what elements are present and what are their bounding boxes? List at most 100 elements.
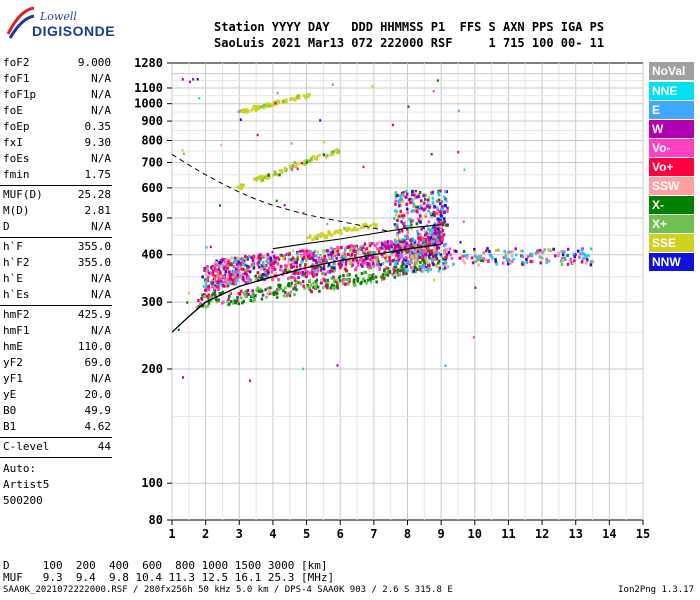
o-trace-echo xyxy=(256,276,260,280)
second-hop-echo xyxy=(305,160,308,164)
o-trace-echo xyxy=(287,262,290,266)
spread-echo xyxy=(507,258,511,262)
spread-echo xyxy=(506,262,510,266)
o-trace-echo xyxy=(271,278,275,282)
second-hop-echo xyxy=(303,159,307,163)
o-trace-echo xyxy=(434,227,438,231)
o-trace-echo xyxy=(400,238,404,242)
sse-echo xyxy=(318,234,321,238)
cluster-echo xyxy=(435,257,439,261)
cluster-echo xyxy=(412,203,416,207)
cluster-echo xyxy=(428,252,432,256)
spread-echo xyxy=(494,258,497,262)
cluster-echo xyxy=(442,217,446,221)
spread-echo xyxy=(445,253,449,257)
o-trace-echo xyxy=(260,267,263,271)
o-trace-echo xyxy=(300,254,303,258)
x-trace-echo xyxy=(201,304,204,308)
x-trace-echo xyxy=(332,283,336,287)
stray-echo xyxy=(198,96,201,100)
x-trace-echo xyxy=(289,284,293,288)
x-trace-echo xyxy=(333,286,337,290)
o-trace-echo xyxy=(240,258,244,262)
x-trace-echo xyxy=(279,287,283,291)
stray-echo xyxy=(433,278,436,282)
o-trace-echo xyxy=(226,281,229,285)
o-trace-echo xyxy=(316,250,319,254)
second-hop-echo xyxy=(331,152,334,156)
stray-echo xyxy=(276,91,279,95)
sse-echo xyxy=(365,224,369,228)
o-trace-echo xyxy=(266,253,270,257)
third-hop-echo xyxy=(293,98,297,102)
o-trace-echo xyxy=(281,269,284,273)
x-trace-echo xyxy=(210,293,214,297)
o-trace-echo xyxy=(266,256,270,260)
stray-echo xyxy=(326,222,329,226)
o-trace-echo xyxy=(235,263,239,267)
o-trace-echo xyxy=(409,238,412,242)
o-trace-echo xyxy=(362,258,365,262)
o-trace-echo xyxy=(213,267,216,271)
x-trace-echo xyxy=(346,273,349,277)
digisonde-logo: Lowell DIGISONDE xyxy=(4,6,154,46)
stray-echo xyxy=(218,204,221,207)
param-value: 0.35 xyxy=(84,120,112,133)
cluster-echo xyxy=(428,203,432,207)
param-clevel: C-level 44 xyxy=(3,440,111,456)
o-trace-echo xyxy=(204,278,207,282)
param-name: M(D) xyxy=(3,204,30,217)
param-value: N/A xyxy=(91,152,111,165)
o-trace-echo xyxy=(283,254,286,258)
o-trace-echo xyxy=(272,254,276,258)
y-tick-label: 200 xyxy=(141,362,163,376)
sse-echo xyxy=(343,227,346,231)
o-trace-echo xyxy=(263,265,267,269)
o-trace-echo xyxy=(441,234,444,238)
o-trace-echo xyxy=(301,272,305,276)
spread-echo xyxy=(509,250,512,254)
stray-echo xyxy=(271,250,274,254)
spread-echo xyxy=(470,256,474,260)
stray-echo xyxy=(414,189,417,193)
x-trace-echo xyxy=(342,277,345,281)
o-trace-echo xyxy=(224,280,227,284)
x-trace-echo xyxy=(278,286,281,290)
cluster-echo xyxy=(440,239,444,243)
spread-echo xyxy=(561,253,565,257)
cluster-echo xyxy=(408,198,411,202)
spread-echo xyxy=(443,255,447,259)
spread-echo xyxy=(538,248,542,252)
x-tick-label: 12 xyxy=(535,527,549,541)
o-trace-echo xyxy=(304,268,307,272)
o-trace-echo xyxy=(291,256,295,260)
o-trace-echo xyxy=(218,265,221,269)
spread-echo xyxy=(462,249,466,253)
x-trace-echo xyxy=(316,285,320,289)
spread-echo xyxy=(458,256,462,260)
second-hop-echo xyxy=(329,153,332,157)
profile-curve xyxy=(171,243,442,333)
cluster-echo xyxy=(411,246,415,250)
o-trace-echo xyxy=(405,250,409,254)
o-trace-echo xyxy=(256,263,260,267)
x-trace-echo xyxy=(335,280,338,284)
o-trace-echo xyxy=(373,243,377,247)
o-trace-echo xyxy=(241,260,245,264)
o-trace-echo xyxy=(348,244,352,248)
x-trace-echo xyxy=(295,288,298,292)
spread-echo xyxy=(590,247,593,251)
spread-echo xyxy=(582,256,586,260)
x-trace-echo xyxy=(330,283,334,287)
o-trace-echo xyxy=(263,270,267,274)
footer-version: Ion2Png 1.3.17 xyxy=(618,585,694,595)
spread-echo xyxy=(462,259,465,263)
cluster-echo xyxy=(405,234,409,238)
param-value: N/A xyxy=(91,272,111,285)
o-trace-echo xyxy=(232,282,236,286)
param-name: foF2 xyxy=(3,56,30,69)
spread-echo xyxy=(484,258,488,262)
o-trace-echo xyxy=(438,222,442,226)
o-trace-echo xyxy=(234,267,238,271)
cluster-echo xyxy=(423,201,426,205)
